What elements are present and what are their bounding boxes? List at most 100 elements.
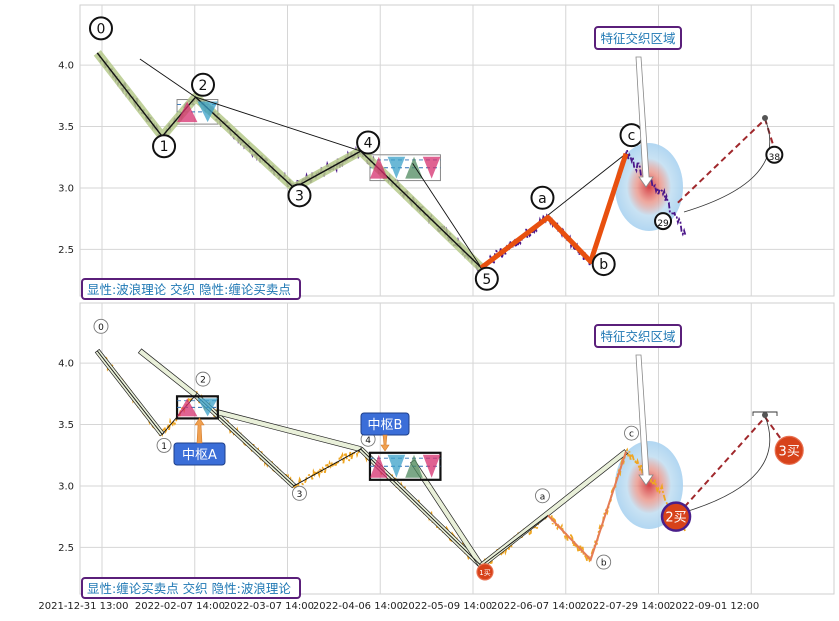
bottom-hub-zigzags [177,398,441,478]
bot-hub-zigzag [422,454,441,478]
bottom-caption: 显性:缠论买卖点 交织 隐性:波浪理论 [81,577,301,599]
top-hub-zigzag [422,156,441,179]
top-hub-zigzag [387,156,406,179]
bot-hub-zigzag [197,398,218,417]
bot-wave-label-text: c [629,430,634,440]
x-tick-label: 2022-09-01 12:00 [669,601,759,612]
hub-label-b-arrow [380,434,390,452]
top-correction-wave [479,152,629,270]
x-tick-label: 2022-03-07 14:00 [224,601,314,612]
top-caption-text: 显性:波浪理论 交织 隐性:缠论买卖点 [87,282,291,297]
x-tick-label: 2022-02-07 14:00 [135,601,225,612]
bot-y-tick-label: 2.5 [58,543,74,554]
buy-signal-marker [660,501,692,532]
top-callout: 特征交织区域 [594,26,682,188]
bottom-panel: 2.5 3.0 3.5 4.0 2021-12-31 13:00 2022-02-07 … [38,302,835,612]
bot-wave-label-circle [195,371,211,387]
bot-wave-label-text: 0 [98,323,104,333]
top-caption-box [81,278,301,300]
x-tick-label: 2022-04-06 14:00 [313,601,403,612]
bot-wave-label-text: 1 [161,442,167,452]
top-hub-zigzag [405,156,423,179]
top-wave-label-circle [356,130,381,155]
bottom-callout-arrow [635,354,654,486]
bot-wave-label-circle [624,425,639,441]
bot-wave-label-text: 4 [365,436,371,446]
bot-wave-label-text: 3 [297,490,303,500]
bottom-x-ticks: 2021-12-31 13:00 2022-02-07 14:002022-03-… [38,601,759,612]
bot-hub-zigzag [405,454,423,478]
top-wave-label-text: 5 [482,272,491,288]
top-wave-label-text: 0 [97,21,106,37]
top-wave-label-text: b [599,257,608,273]
bottom-grid [80,303,834,594]
bot-hub-zigzag [387,454,406,478]
bot-wave-label-circle [93,318,109,334]
top-wave-label-circle [287,183,312,208]
bottom-caption-box [81,577,301,599]
bot-y-tick-label: 3.0 [58,481,74,492]
bot-y-tick-label: 4.0 [58,359,74,370]
hub-label-a: 中枢A [173,417,226,466]
top-hub-zigzag [177,101,198,123]
top-wave-label-text: a [538,191,547,207]
top-hub-zigzag [197,101,218,123]
top-hub-zigzag [369,156,388,179]
top-wave-label-circle [152,134,177,159]
top-wave-label-circle [191,72,216,97]
top-projection-peak-dot [762,115,768,121]
buy-signal-label: 2买 [665,511,686,526]
bot-y-tick-label: 3.5 [58,420,74,431]
top-wave-labels: 0 1 2 3 4 5 a b c 29 38 [88,16,784,291]
bottom-y-ticks: 2.5 3.0 3.5 4.0 [58,359,74,554]
x-tick-label: 2022-05-09 14:00 [402,601,492,612]
top-wave-label-circle [654,212,673,231]
top-caption: 显性:波浪理论 交织 隐性:缠论买卖点 [81,278,301,300]
buy-signal-marker [476,563,494,581]
bottom-caption-text: 显性:缠论买卖点 交织 隐性:波浪理论 [87,581,291,596]
top-y-ticks: 2.5 3.0 3.5 4.0 [58,61,74,256]
top-panel: 2.5 3.0 3.5 4.0 0 1 2 3 4 5 a b c 29 38 特征交织区域 显性:波浪理… [58,4,835,300]
bot-hub-zigzag [369,454,388,478]
top-y-tick-label: 2.5 [58,245,74,256]
buy-signal-marker [774,435,804,465]
bottom-projection-arc [684,415,771,513]
top-y-tick-label: 3.0 [58,183,74,194]
top-wave-label-text: 4 [364,136,373,152]
top-wave-label-text: 38 [769,153,781,163]
hub-label-b-text: 中枢B [368,418,403,433]
top-wave-label-circle [88,16,113,41]
bot-wave-label-circle [156,437,172,453]
top-wave-label-text: 2 [199,78,208,94]
top-wave-label-circle [530,185,555,210]
top-focus-zone [615,143,683,231]
bot-wave-label-text: a [540,492,546,502]
hub-label-a-arrow [194,417,205,444]
hub-label-b: 中枢B [360,412,410,452]
top-wave-label-text: 29 [657,219,669,229]
top-wave-chord [195,96,361,152]
bot-hub-zigzag [177,398,198,417]
top-wave-chord [412,163,482,269]
bot-wave-label-text: b [601,559,607,569]
bottom-wave-labels: 0 1 2 3 4 a b c [93,318,639,570]
top-callout-arrow [635,56,654,188]
bottom-callout-box [594,324,682,348]
bottom-projection-peak-dot [762,412,768,418]
bot-wave-label-circle [292,485,307,501]
top-y-tick-label: 4.0 [58,61,74,72]
bottom-callout-text: 特征交织区域 [600,329,675,344]
top-wave-chord [139,58,196,98]
x-tick-label: 2022-07-29 14:00 [580,601,670,612]
x-tick-label: 2021-12-31 13:00 [38,601,128,612]
bot-wave-label-text: 2 [200,376,206,386]
bottom-correction-line [547,451,627,562]
top-wave-label-circle [765,145,784,164]
bottom-buy-signals: 1买 2买 3买 [476,435,804,581]
buy-signal-label: 1买 [479,569,490,577]
top-projection-arc [683,118,770,213]
top-wave-label-circle [474,266,499,291]
top-wave-label-text: 3 [295,188,304,204]
